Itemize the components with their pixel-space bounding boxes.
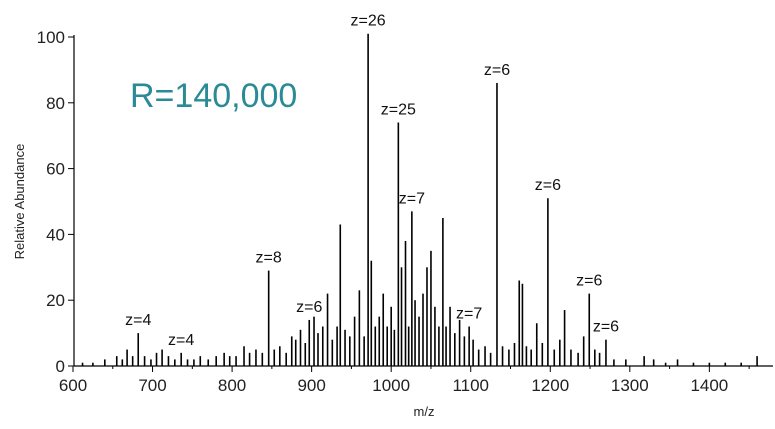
peak-label: z=4 xyxy=(125,312,151,329)
peak-label: z=6 xyxy=(484,62,510,79)
peak-label: z=26 xyxy=(351,13,386,30)
x-tick-label: 1400 xyxy=(690,376,728,395)
x-tick-label: 1100 xyxy=(452,376,489,395)
x-tick-label: 800 xyxy=(218,376,246,395)
x-tick-label: 700 xyxy=(138,376,166,395)
resolution-annotation: R=140,000 xyxy=(130,77,297,115)
y-tick-label: 0 xyxy=(56,357,65,376)
peak-label: z=25 xyxy=(381,102,416,119)
x-tick-label: 900 xyxy=(297,376,325,395)
peak-label: z=6 xyxy=(296,299,322,316)
peak-label: z=7 xyxy=(399,190,425,207)
x-tick-label: 1200 xyxy=(531,376,569,395)
peak-label: z=6 xyxy=(576,273,602,290)
peak-labels: z=4 z=4 z=8 z=6 z=26 z=25 z=7 z=7 z=6 z=6 z=6 z=6 xyxy=(125,13,619,349)
y-tick-label: 20 xyxy=(46,291,65,310)
y-tick-label: 80 xyxy=(46,94,65,113)
y-axis-title: Relative Abundance xyxy=(12,144,27,260)
y-axis-ticks: 0 20 40 60 80 100 xyxy=(37,28,74,376)
peak-label: z=4 xyxy=(168,332,194,349)
peak-label: z=6 xyxy=(535,177,561,194)
y-tick-label: 100 xyxy=(37,28,65,47)
x-tick-label: 600 xyxy=(59,376,87,395)
peaks-series xyxy=(81,33,758,366)
peak-label: z=6 xyxy=(593,319,619,336)
x-axis-title: m/z xyxy=(414,404,435,419)
y-tick-label: 40 xyxy=(46,225,65,244)
peak-label: z=7 xyxy=(456,306,482,323)
x-tick-label: 1000 xyxy=(372,376,410,395)
x-tick-label: 1300 xyxy=(611,376,649,395)
y-tick-label: 60 xyxy=(46,160,65,179)
x-axis-ticks: 600 700 800 900 1000 1100 1200 1300 1400 xyxy=(59,366,750,395)
peak-label: z=8 xyxy=(256,250,282,267)
